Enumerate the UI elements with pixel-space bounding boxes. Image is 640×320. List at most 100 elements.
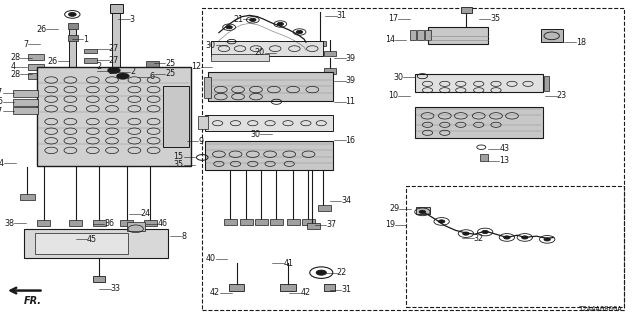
- Text: 27: 27: [0, 88, 3, 97]
- Text: 35: 35: [173, 160, 184, 169]
- FancyBboxPatch shape: [229, 284, 244, 291]
- Circle shape: [226, 26, 232, 29]
- Text: 32: 32: [474, 234, 484, 243]
- FancyBboxPatch shape: [224, 219, 237, 225]
- FancyBboxPatch shape: [544, 76, 549, 91]
- Text: 2: 2: [130, 68, 135, 76]
- Text: 27: 27: [109, 44, 119, 53]
- Circle shape: [250, 18, 256, 21]
- Circle shape: [522, 236, 528, 239]
- FancyBboxPatch shape: [255, 219, 268, 225]
- FancyBboxPatch shape: [37, 220, 50, 226]
- FancyBboxPatch shape: [69, 220, 82, 226]
- Text: 20: 20: [255, 48, 265, 57]
- Text: 1: 1: [83, 35, 88, 44]
- FancyBboxPatch shape: [302, 219, 315, 225]
- Text: 36: 36: [104, 220, 115, 228]
- FancyBboxPatch shape: [93, 276, 105, 282]
- FancyBboxPatch shape: [13, 107, 38, 114]
- FancyBboxPatch shape: [24, 229, 168, 258]
- FancyBboxPatch shape: [20, 194, 35, 200]
- Text: 24: 24: [141, 209, 151, 218]
- Text: 7: 7: [23, 40, 28, 49]
- Text: 23: 23: [557, 92, 567, 100]
- FancyBboxPatch shape: [208, 72, 333, 101]
- Text: 14: 14: [385, 36, 395, 44]
- Circle shape: [482, 230, 488, 234]
- FancyBboxPatch shape: [144, 220, 157, 226]
- Text: 17: 17: [388, 14, 398, 23]
- FancyBboxPatch shape: [425, 30, 431, 40]
- FancyBboxPatch shape: [240, 219, 253, 225]
- Text: 31: 31: [341, 285, 351, 294]
- FancyBboxPatch shape: [205, 141, 333, 170]
- Circle shape: [316, 270, 326, 275]
- Circle shape: [277, 22, 284, 26]
- FancyBboxPatch shape: [28, 64, 44, 70]
- FancyBboxPatch shape: [28, 54, 44, 60]
- Circle shape: [504, 236, 510, 239]
- Text: 42: 42: [210, 288, 220, 297]
- Text: 38: 38: [4, 219, 14, 228]
- FancyBboxPatch shape: [84, 58, 97, 63]
- FancyBboxPatch shape: [541, 29, 563, 42]
- FancyBboxPatch shape: [461, 7, 472, 13]
- Text: 35: 35: [490, 14, 500, 23]
- FancyBboxPatch shape: [108, 76, 120, 81]
- FancyBboxPatch shape: [417, 30, 424, 40]
- Text: 2: 2: [96, 62, 101, 71]
- FancyBboxPatch shape: [204, 77, 211, 98]
- FancyBboxPatch shape: [120, 220, 133, 226]
- Text: 39: 39: [346, 54, 356, 63]
- FancyBboxPatch shape: [68, 35, 78, 41]
- Text: 46: 46: [157, 220, 168, 228]
- Text: 44: 44: [0, 159, 4, 168]
- FancyBboxPatch shape: [37, 67, 191, 166]
- FancyBboxPatch shape: [84, 49, 97, 53]
- Text: 19: 19: [385, 220, 395, 229]
- Text: 39: 39: [346, 76, 356, 85]
- Text: 12: 12: [191, 62, 201, 71]
- FancyBboxPatch shape: [108, 70, 120, 75]
- FancyBboxPatch shape: [415, 74, 543, 92]
- FancyBboxPatch shape: [127, 222, 145, 231]
- FancyBboxPatch shape: [416, 207, 430, 214]
- FancyBboxPatch shape: [112, 10, 120, 128]
- FancyBboxPatch shape: [318, 205, 331, 211]
- Circle shape: [438, 220, 445, 223]
- FancyBboxPatch shape: [415, 107, 543, 138]
- FancyBboxPatch shape: [93, 220, 106, 226]
- Text: 28: 28: [10, 70, 20, 79]
- Circle shape: [68, 12, 76, 16]
- Text: 33: 33: [111, 284, 121, 293]
- Text: 5: 5: [0, 97, 3, 106]
- FancyBboxPatch shape: [287, 219, 300, 225]
- FancyBboxPatch shape: [324, 284, 335, 291]
- FancyBboxPatch shape: [13, 90, 38, 97]
- FancyBboxPatch shape: [428, 27, 488, 44]
- Text: 42: 42: [301, 288, 311, 297]
- Text: 11: 11: [346, 97, 356, 106]
- Text: 4: 4: [10, 62, 15, 71]
- Text: 25: 25: [165, 59, 175, 68]
- FancyBboxPatch shape: [146, 71, 159, 76]
- Text: 45: 45: [87, 235, 97, 244]
- Text: 29: 29: [389, 204, 399, 213]
- Text: 27: 27: [0, 107, 3, 116]
- Text: 30: 30: [205, 41, 216, 50]
- Text: 18: 18: [576, 38, 586, 47]
- FancyBboxPatch shape: [163, 86, 189, 147]
- Circle shape: [544, 238, 550, 241]
- FancyBboxPatch shape: [280, 284, 296, 291]
- Text: 13: 13: [499, 156, 509, 165]
- Text: 28: 28: [10, 53, 20, 62]
- Text: 31: 31: [337, 12, 347, 20]
- Text: 6: 6: [149, 72, 154, 81]
- Text: 26: 26: [47, 57, 58, 66]
- Circle shape: [296, 30, 303, 34]
- Text: 9: 9: [198, 137, 204, 146]
- Text: 27: 27: [109, 56, 119, 65]
- FancyBboxPatch shape: [410, 30, 416, 40]
- FancyBboxPatch shape: [211, 54, 269, 61]
- Text: 30: 30: [250, 130, 260, 139]
